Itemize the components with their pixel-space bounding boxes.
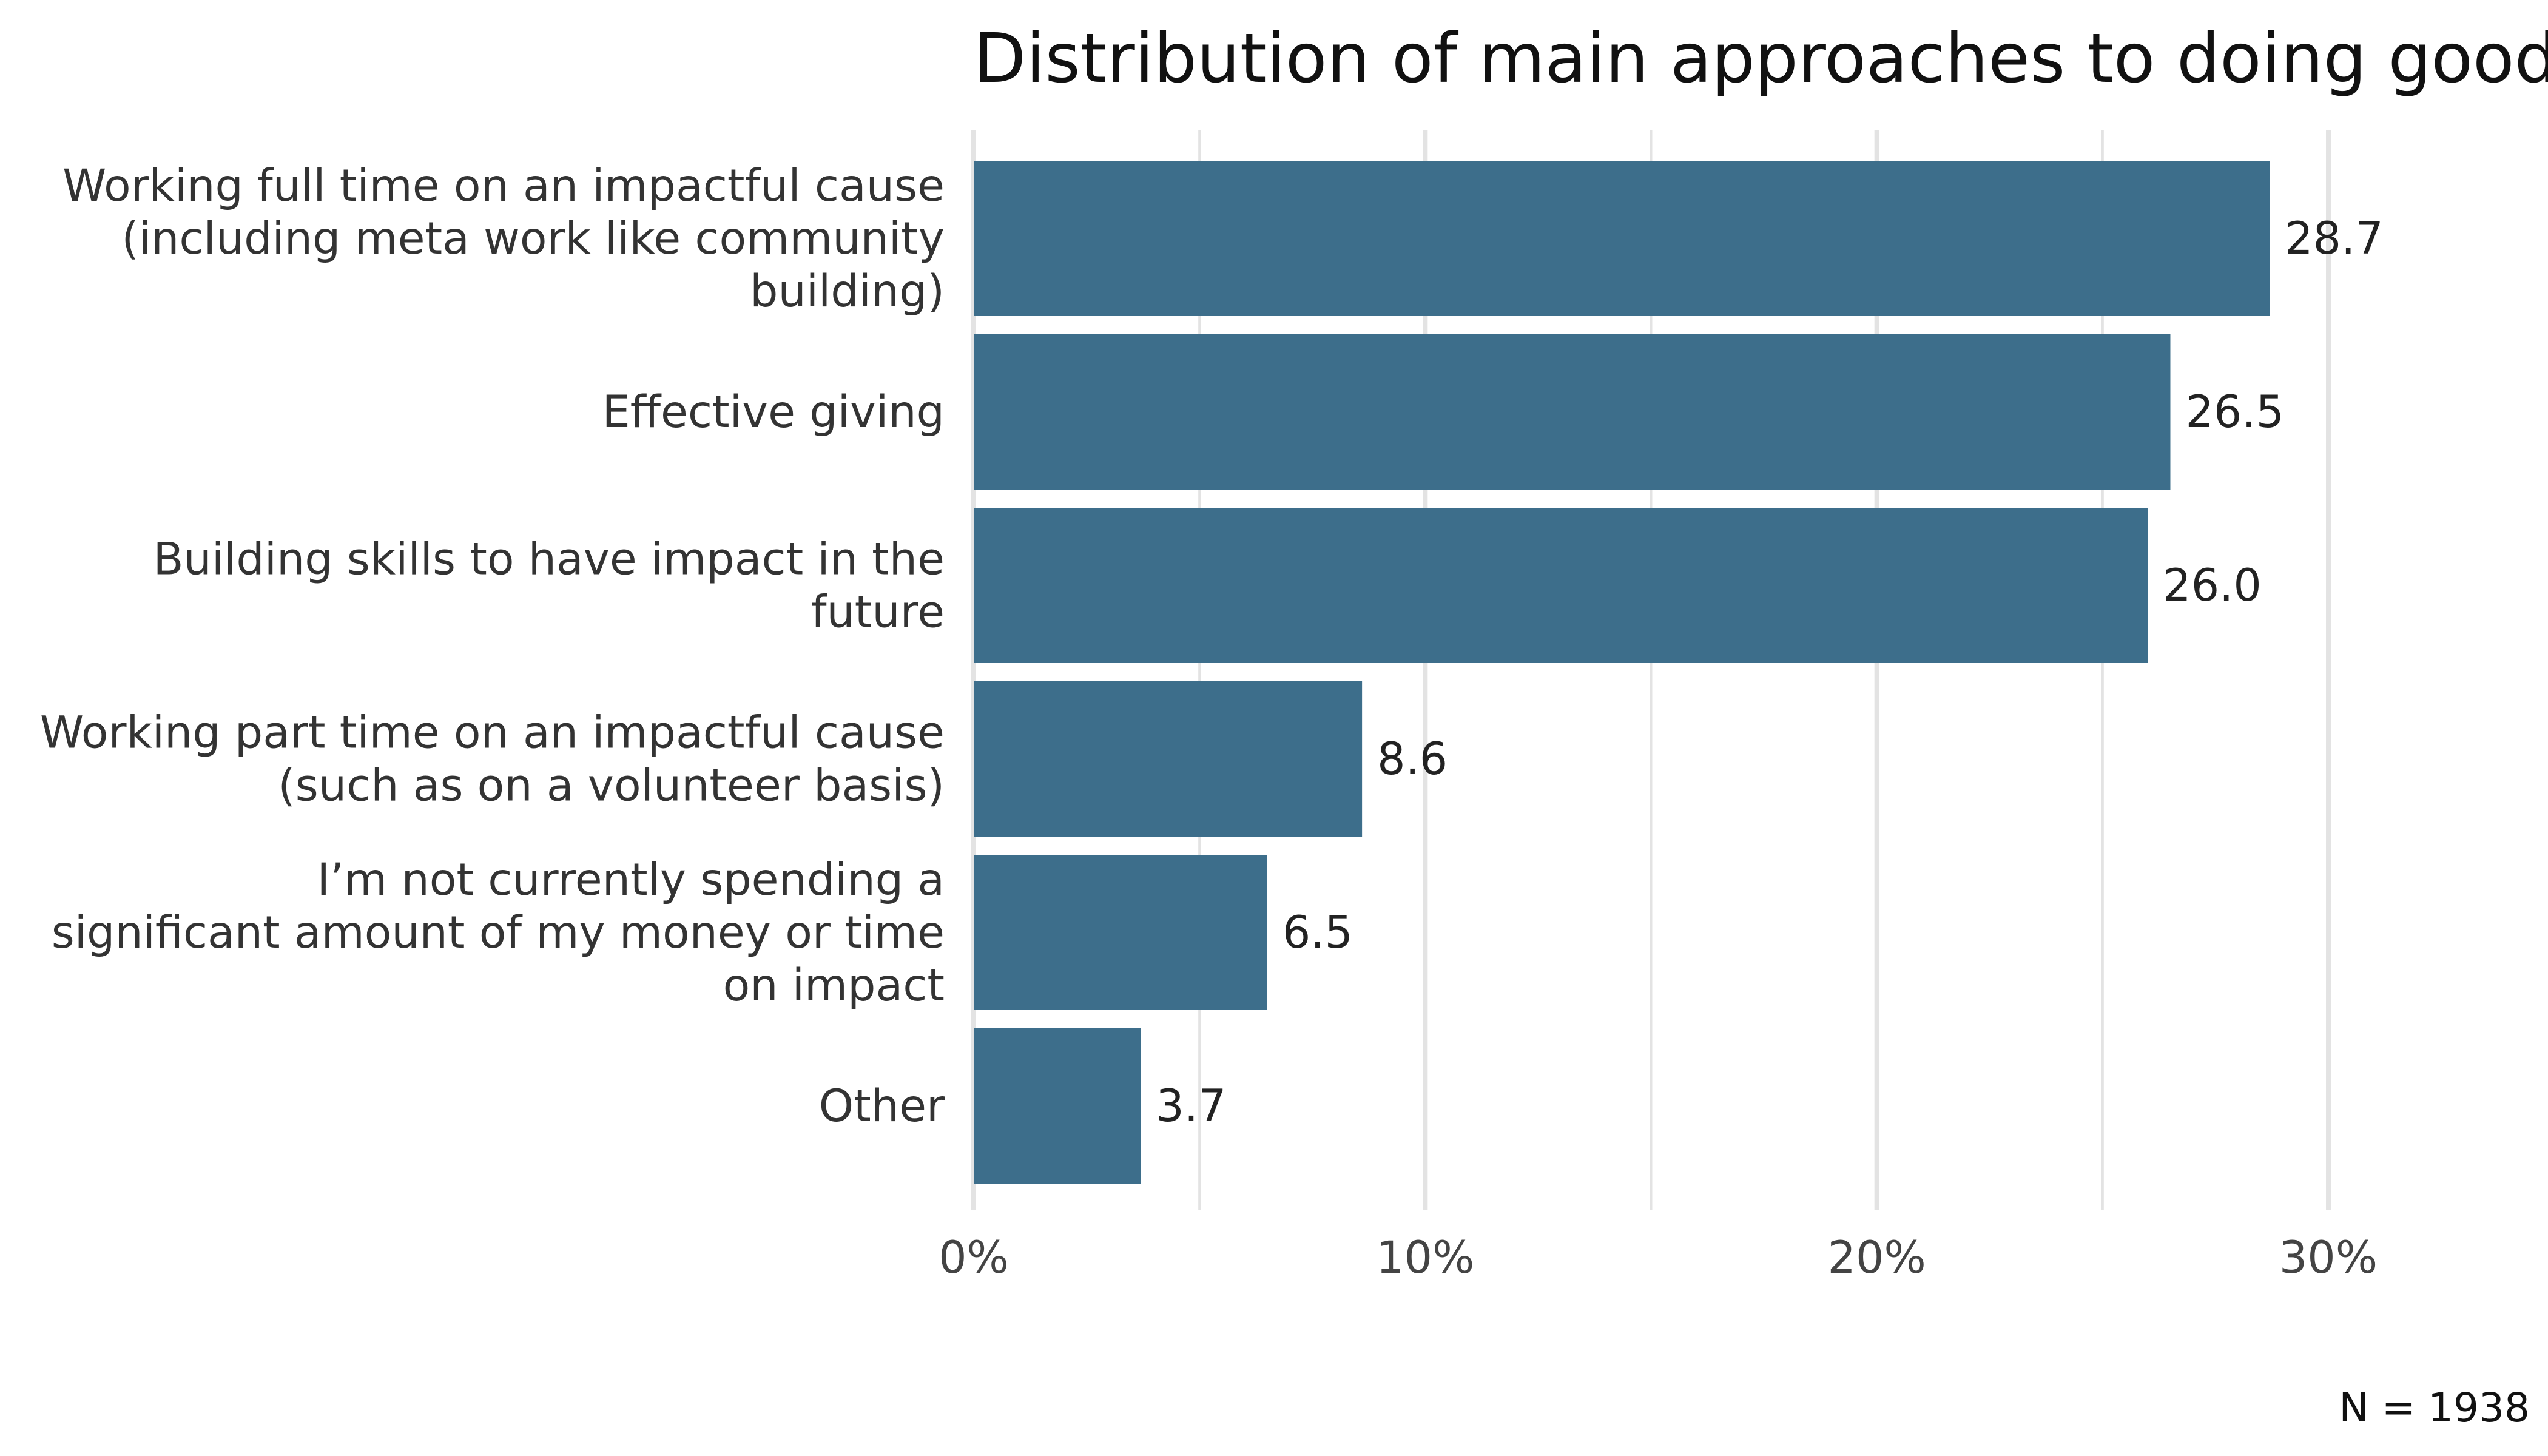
value-label: 6.5: [1282, 907, 1353, 959]
bar: [974, 681, 1363, 837]
bar: [974, 1028, 1141, 1184]
bar: [974, 855, 1267, 1010]
x-tick-label: 10%: [1376, 1232, 1474, 1284]
chart-title: Distribution of main approaches to doing…: [974, 19, 2548, 98]
category-label: building): [750, 266, 945, 317]
category-label: Other: [819, 1080, 945, 1132]
value-label: 3.7: [1156, 1080, 1226, 1132]
value-label: 28.7: [2285, 213, 2384, 265]
category-label: Working full time on an impactful cause: [62, 160, 945, 212]
bar: [974, 508, 2148, 663]
value-label: 26.5: [2185, 386, 2284, 438]
x-tick-label: 20%: [1828, 1232, 1926, 1284]
value-label: 26.0: [2163, 560, 2262, 612]
category-label: future: [811, 587, 945, 638]
bar: [974, 334, 2171, 490]
value-labels: 28.7 26.5 26.0 8.6 6.5 3.7: [1156, 213, 2383, 1132]
category-labels: Working full time on an impactful cause(…: [40, 160, 945, 1132]
category-label: (such as on a volunteer basis): [278, 760, 945, 812]
category-label: Effective giving: [602, 386, 945, 438]
category-label: Building skills to have impact in the: [153, 534, 945, 585]
x-axis-tick-labels: 0% 10% 20% 30%: [939, 1232, 2378, 1284]
category-label: (including meta work like community: [121, 213, 945, 265]
value-label: 8.6: [1377, 733, 1448, 785]
category-label: on impact: [723, 960, 945, 1011]
bar: [974, 161, 2270, 316]
x-tick-label: 0%: [939, 1232, 1009, 1284]
sample-size-note: N = 1938: [2339, 1384, 2530, 1431]
x-tick-label: 30%: [2279, 1232, 2378, 1284]
category-label: I’m not currently spending a: [317, 854, 945, 906]
bars: [974, 161, 2270, 1184]
category-label: significant amount of my money or time: [52, 907, 945, 959]
category-label: Working part time on an impactful cause: [40, 707, 945, 759]
